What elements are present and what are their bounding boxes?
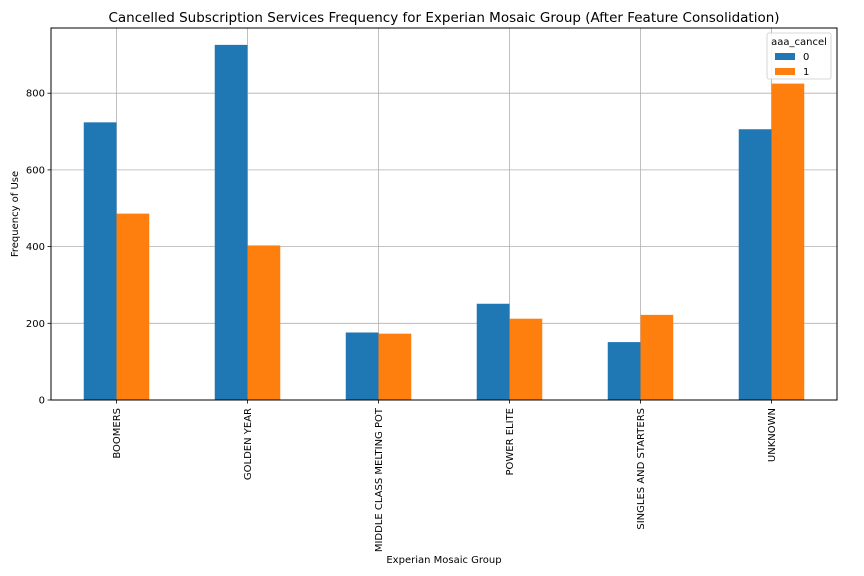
bar-series-1-singles-and-starters — [640, 314, 674, 400]
legend: aaa_cancel 0 1 — [766, 32, 832, 80]
bar-series-1-middle-class-melting-pot — [378, 333, 412, 400]
legend-entry-1: 1 — [803, 67, 809, 78]
y-tick-label: 800 — [26, 89, 45, 100]
bar-series-1-boomers — [116, 213, 150, 400]
x-tick-label: UNKNOWN — [767, 408, 778, 462]
x-tick-label: GOLDEN YEAR — [243, 408, 254, 480]
y-tick-label: 400 — [26, 242, 45, 253]
x-tick-label: BOOMERS — [112, 408, 123, 459]
x-tick-label: POWER ELITE — [505, 408, 516, 476]
grid-lines — [51, 28, 837, 401]
chart-title: Cancelled Subscription Services Frequenc… — [108, 10, 779, 26]
x-axis: BOOMERS GOLDEN YEAR MIDDLE CLASS MELTING P… — [112, 400, 778, 552]
bar-series-1-golden-year — [247, 245, 281, 400]
legend-title: aaa_cancel — [771, 37, 827, 48]
y-axis-label: Frequency of Use — [10, 171, 21, 257]
bar-series-0-boomers — [83, 122, 117, 400]
legend-entry-0: 0 — [803, 52, 809, 63]
bar-series-0-singles-and-starters — [607, 342, 641, 400]
x-axis-label: Experian Mosaic Group — [386, 555, 501, 566]
bar-series-1-power-elite — [509, 318, 543, 400]
bar-series-0-unknown — [738, 129, 772, 400]
bar-series-0-middle-class-melting-pot — [345, 332, 379, 400]
y-tick-label: 0 — [39, 396, 45, 407]
y-tick-label: 600 — [26, 165, 45, 176]
y-tick-label: 200 — [26, 319, 45, 330]
bars — [83, 44, 805, 400]
x-tick-label: MIDDLE CLASS MELTING POT — [374, 407, 385, 552]
y-axis: 0 200 400 600 800 — [26, 89, 51, 407]
bar-series-0-golden-year — [214, 44, 248, 400]
x-tick-label: SINGLES AND STARTERS — [636, 408, 647, 530]
bar-series-0-power-elite — [476, 303, 510, 400]
plot-frame — [50, 27, 838, 401]
legend-box — [766, 32, 832, 80]
legend-swatch-0 — [775, 53, 795, 60]
legend-swatch-1 — [775, 68, 795, 75]
bar-series-1-unknown — [771, 83, 805, 400]
